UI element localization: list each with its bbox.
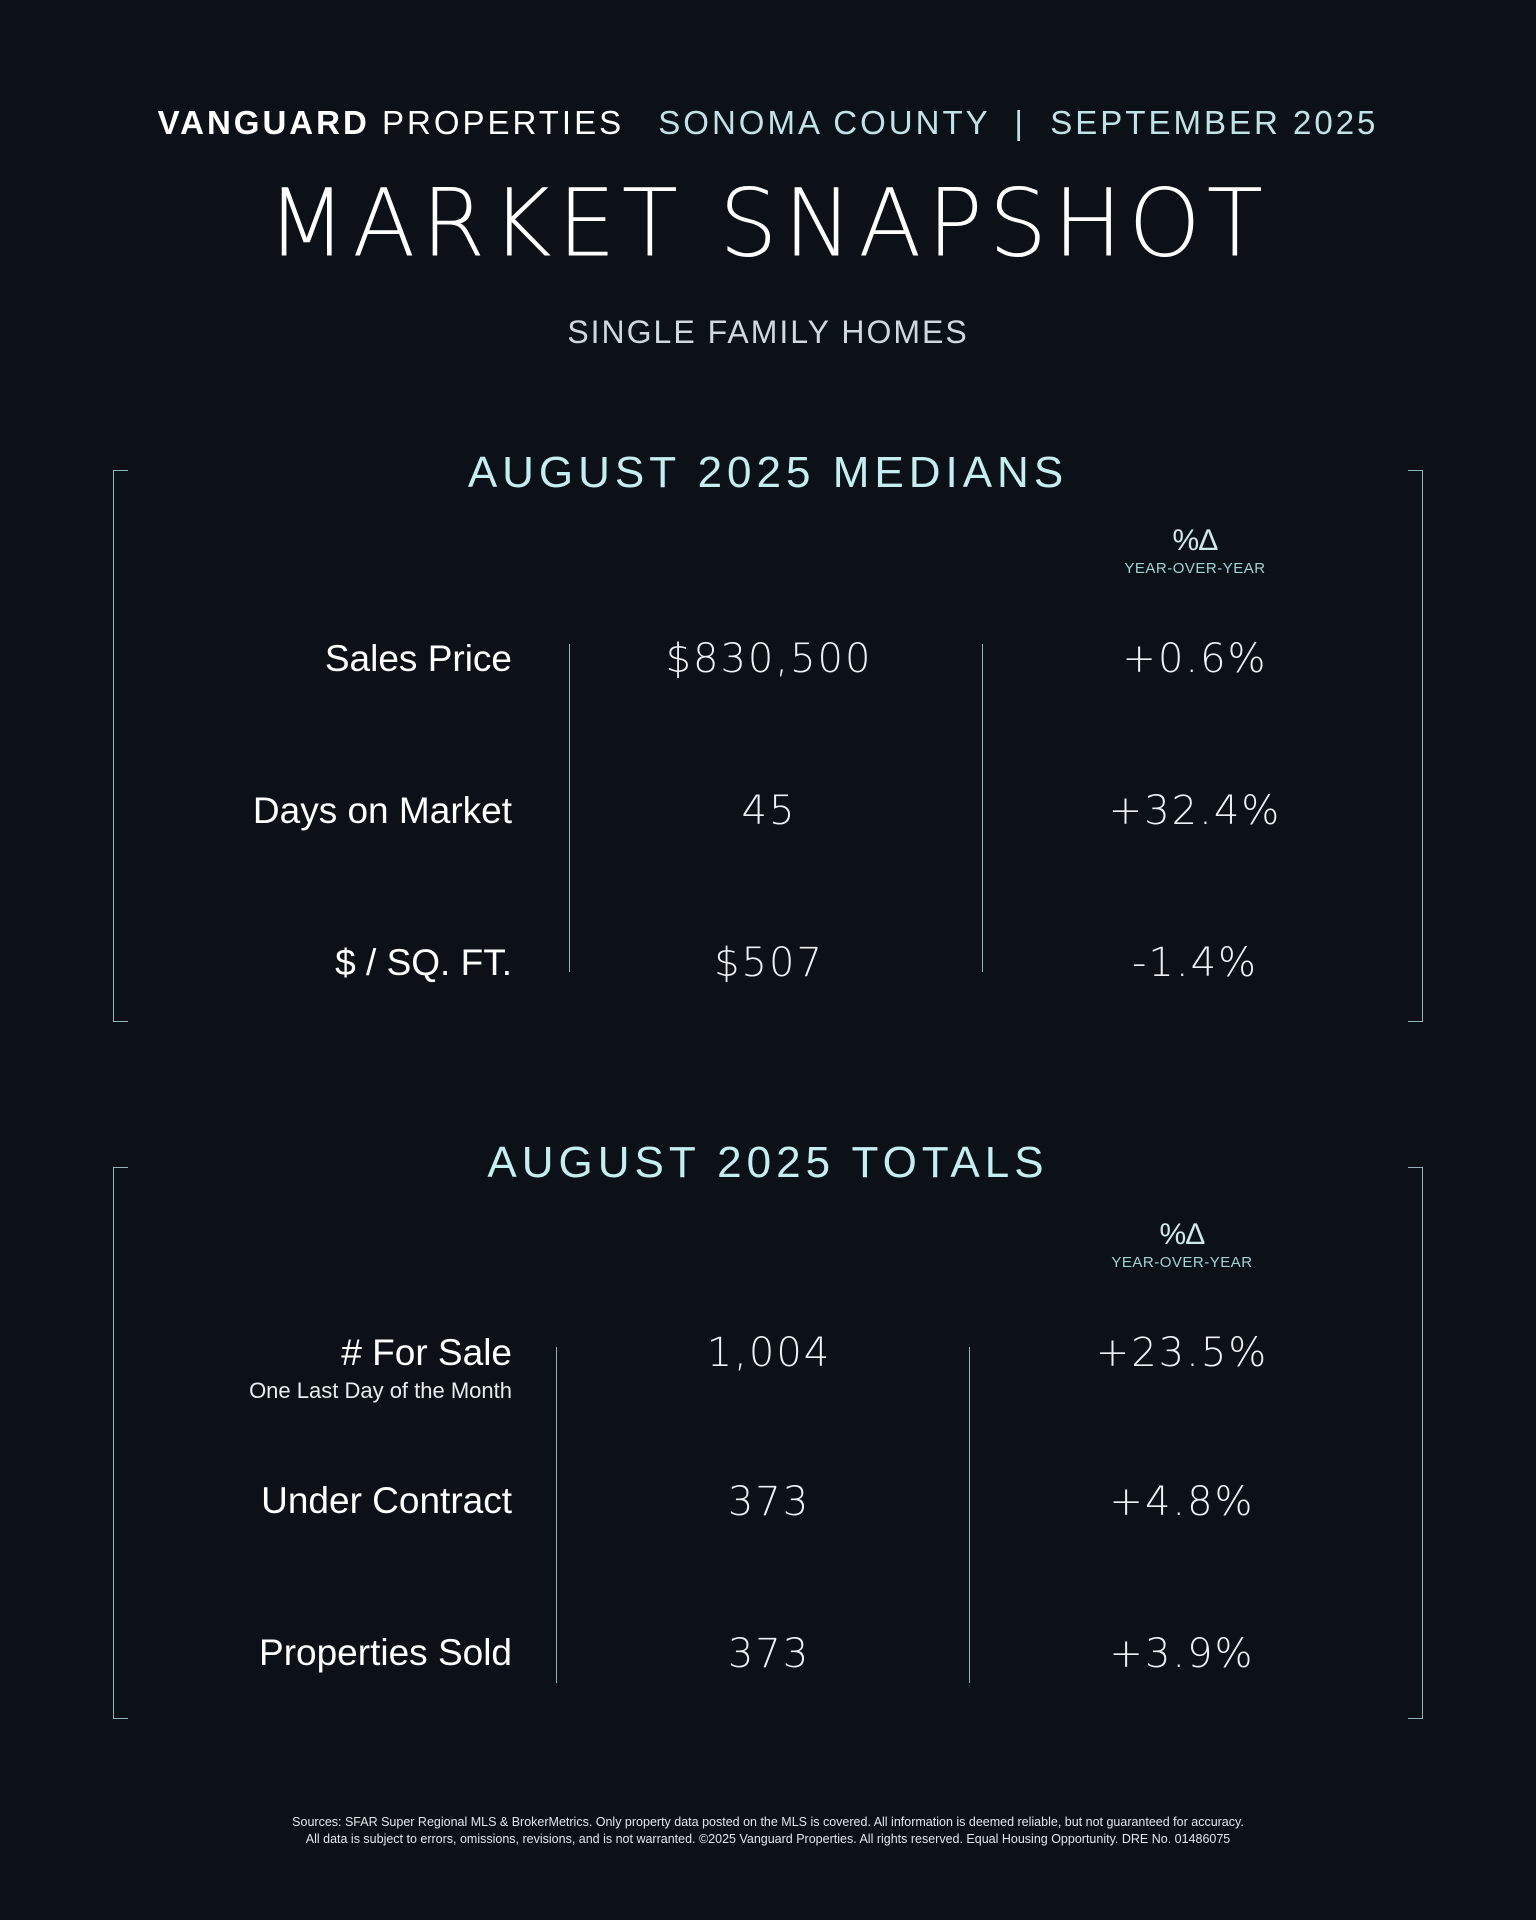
row-label-properties-sold: Properties Sold [259,1632,512,1673]
footer-disclaimer: Sources: SFAR Super Regional MLS & Broke… [0,1814,1536,1848]
row-change-days-on-market: +32.4% [1108,788,1282,834]
header: VANGUARD PROPERTIES SONOMA COUNTY | SEPT… [0,104,1536,142]
totals-yoy-header: %∆ YEAR-OVER-YEAR [1082,1218,1282,1271]
footer-line-2: All data is subject to errors, omissions… [305,1832,1231,1846]
page-subtitle: SINGLE FAMILY HOMES [567,314,969,350]
medians-bracket-right [1408,470,1423,1022]
row-label-under-contract: Under Contract [261,1480,512,1521]
row-value-sales-price: $830,500 [665,636,873,682]
percent-delta-symbol: %∆ [1159,1218,1205,1251]
medians-divider-2 [982,644,983,972]
medians-divider-1 [569,644,570,972]
row-label-days-on-market: Days on Market [252,790,512,831]
row-sublabel-for-sale: One Last Day of the Month [249,1378,512,1403]
row-change-sales-price: +0.6% [1122,636,1268,682]
row-label-price-per-sqft: $ / SQ. FT. [335,942,512,983]
totals-divider-1 [556,1347,557,1683]
row-change-properties-sold: +3.9% [1109,1631,1255,1677]
yoy-label: YEAR-OVER-YEAR [1124,560,1266,577]
brand-name-light: PROPERTIES [381,104,625,141]
row-label-sales-price: Sales Price [324,638,512,679]
row-change-for-sale: +23.5% [1095,1330,1269,1376]
row-label-for-sale: # For Sale [341,1332,512,1373]
totals-bracket-right [1408,1167,1423,1719]
location-date: SONOMA COUNTY | SEPTEMBER 2025 [658,104,1379,141]
percent-delta-symbol: %∆ [1172,524,1218,557]
medians-section-title: AUGUST 2025 MEDIANS [467,448,1069,497]
page-title: MARKET SNAPSHOT [267,168,1269,279]
row-value-price-per-sqft: $507 [714,940,824,986]
totals-bracket-left [113,1167,128,1719]
medians-bracket-left [113,470,128,1022]
row-change-price-per-sqft: -1.4% [1131,940,1259,986]
row-change-under-contract: +4.8% [1109,1479,1255,1525]
yoy-label: YEAR-OVER-YEAR [1111,1254,1253,1271]
totals-section-title: AUGUST 2025 TOTALS [487,1138,1049,1187]
brand-name-bold: VANGUARD [157,104,370,141]
medians-yoy-header: %∆ YEAR-OVER-YEAR [1095,524,1295,577]
row-value-properties-sold: 373 [727,1631,811,1677]
totals-divider-2 [969,1347,970,1683]
footer-line-1: Sources: SFAR Super Regional MLS & Broke… [292,1815,1244,1829]
row-value-for-sale: 1,004 [706,1330,832,1376]
row-value-days-on-market: 45 [741,788,797,834]
row-value-under-contract: 373 [727,1479,811,1525]
